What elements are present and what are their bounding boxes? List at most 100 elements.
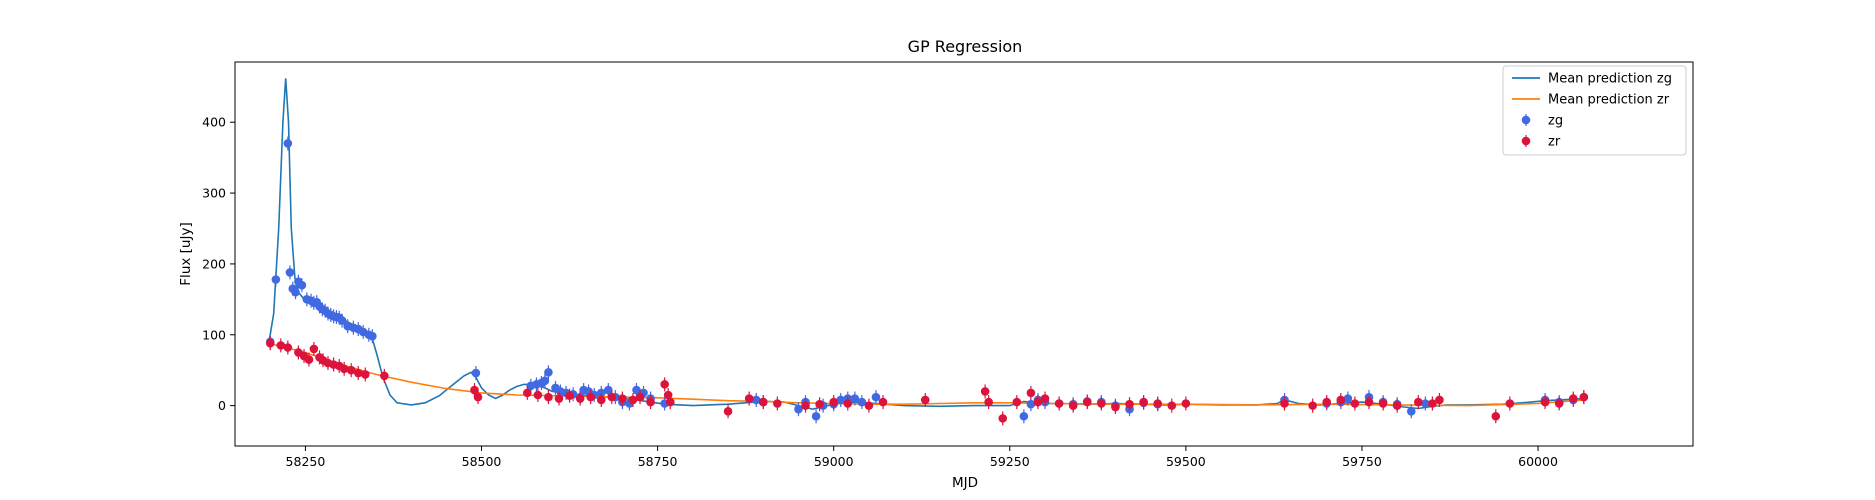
- data-point-zr: [554, 391, 564, 406]
- data-point-zr: [309, 341, 319, 356]
- data-point-zr: [864, 398, 874, 413]
- y-tick-label: 200: [202, 256, 226, 271]
- data-point-zr: [1505, 396, 1515, 411]
- legend-label: Mean prediction zg: [1548, 72, 1672, 87]
- legend-marker: [1521, 115, 1531, 125]
- data-point-zr: [920, 392, 930, 407]
- data-point-zr: [607, 390, 617, 405]
- plot-frame: [234, 61, 1694, 447]
- legend-marker: [1521, 136, 1531, 146]
- data-point-zr: [1491, 409, 1501, 424]
- data-point-zr: [1033, 395, 1043, 410]
- legend-label: zr: [1548, 135, 1561, 150]
- data-point-zr: [1392, 398, 1402, 413]
- data-point-zr: [361, 367, 370, 382]
- series-line-mean-prediction-zg: [268, 78, 1584, 411]
- data-point-zr: [801, 398, 810, 413]
- data-point-zg: [871, 390, 881, 405]
- x-tick-label: 59000: [814, 454, 854, 469]
- x-axis-title: MJD: [952, 475, 978, 491]
- data-point-zr: [1336, 392, 1346, 407]
- data-point-zr: [618, 391, 627, 406]
- y-axis-title: Flux [uJy]: [178, 222, 194, 285]
- data-point-zr: [1414, 395, 1423, 410]
- data-point-zr: [596, 392, 606, 407]
- x-tick-label: 58250: [286, 454, 326, 469]
- data-point-zr: [1350, 396, 1360, 411]
- data-point-zr: [473, 390, 483, 405]
- x-tick-label: 59250: [990, 454, 1030, 469]
- data-point-zr: [815, 397, 824, 412]
- data-point-zr: [984, 395, 993, 410]
- data-point-zr: [1139, 395, 1148, 410]
- x-tick-label: 59750: [1342, 454, 1382, 469]
- data-point-zg: [540, 373, 550, 388]
- data-point-zg: [291, 285, 300, 300]
- data-point-zr: [744, 391, 754, 406]
- legend-item: zr: [1521, 135, 1561, 150]
- data-point-zg: [811, 409, 821, 424]
- data-point-zg: [285, 265, 295, 280]
- x-tick-label: 59500: [1166, 454, 1206, 469]
- data-point-zr: [575, 391, 585, 406]
- data-point-zr: [1554, 396, 1564, 411]
- data-point-zg: [751, 392, 761, 407]
- data-point-zr: [1308, 398, 1317, 413]
- data-point-zr: [1167, 398, 1177, 413]
- data-point-zr: [1054, 396, 1064, 411]
- y-axis-ticks: 0 100 200 300 400: [202, 115, 235, 413]
- data-point-zr: [980, 384, 990, 399]
- y-tick-label: 100: [202, 327, 226, 342]
- data-point-zr: [265, 336, 275, 351]
- data-point-zr: [628, 392, 638, 407]
- data-point-zr: [1068, 398, 1078, 413]
- data-point-zg: [857, 395, 867, 410]
- data-point-zg: [1406, 404, 1416, 419]
- data-point-zr: [523, 385, 532, 400]
- data-point-zr: [723, 404, 733, 419]
- data-point-zg: [471, 366, 481, 381]
- data-point-zr: [1378, 396, 1388, 411]
- legend-item: zg: [1521, 114, 1563, 129]
- data-point-zr: [1568, 391, 1578, 406]
- data-point-zr: [1111, 400, 1120, 415]
- data-point-zr: [586, 390, 595, 405]
- data-point-zg: [283, 136, 293, 151]
- data-point-zr: [878, 395, 888, 410]
- y-tick-label: 300: [202, 186, 226, 201]
- data-point-zg: [271, 272, 281, 287]
- data-point-zr: [843, 396, 853, 411]
- data-point-zr: [1280, 396, 1289, 411]
- data-point-zr: [1181, 396, 1191, 411]
- chart-title: GP Regression: [908, 37, 1023, 56]
- plot-area: [265, 78, 1589, 426]
- x-axis-ticks: 58250 58500 58750 59000 59250 59500 59750 60000: [286, 446, 1558, 469]
- legend-label: zg: [1548, 114, 1563, 129]
- legend: Mean prediction zg Mean prediction zr zg zr: [1502, 65, 1687, 156]
- data-point-zr: [346, 363, 356, 378]
- data-point-zr: [998, 411, 1008, 426]
- data-point-zr: [1322, 395, 1332, 410]
- data-point-zr: [646, 395, 655, 410]
- data-point-zr: [1153, 396, 1162, 411]
- data-point-zr: [533, 387, 543, 402]
- data-point-zr: [1082, 395, 1092, 410]
- data-point-zg: [1343, 391, 1353, 406]
- data-point-zg: [794, 402, 803, 417]
- legend-box: [1502, 65, 1687, 156]
- data-point-zr: [1435, 392, 1444, 407]
- data-point-zg: [836, 392, 846, 407]
- data-point-zr: [276, 338, 286, 353]
- data-point-zr: [829, 395, 838, 410]
- legend-label: Mean prediction zr: [1548, 93, 1670, 108]
- data-point-zr: [665, 395, 675, 410]
- data-point-zr: [1364, 395, 1374, 410]
- data-point-zr: [1428, 396, 1437, 411]
- data-point-zr: [635, 390, 645, 405]
- data-point-zr: [565, 388, 574, 403]
- data-point-zr: [1540, 395, 1550, 410]
- data-point-zg: [544, 365, 553, 380]
- data-point-zr: [304, 352, 314, 367]
- data-point-zr: [353, 366, 363, 381]
